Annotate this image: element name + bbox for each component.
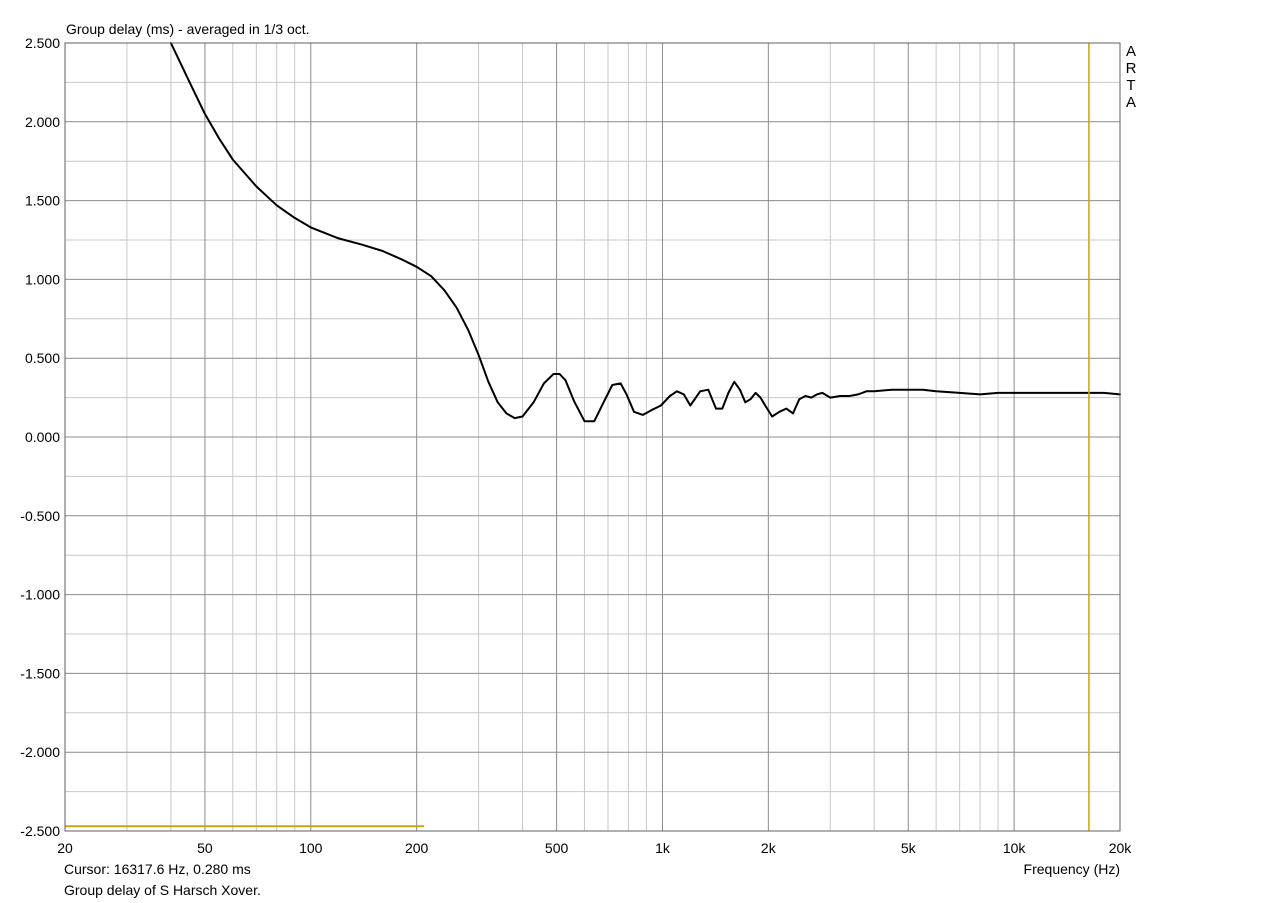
y-tick-labels: 2.500 2.000 1.500 1.000 0.500 0.000 -0.500 -1.0… <box>20 35 60 839</box>
y-tick-label: -0.500 <box>20 508 60 524</box>
y-tick-label: 2.500 <box>25 35 60 51</box>
x-tick-label: 50 <box>197 840 213 856</box>
x-tick-labels: 20 50 100 200 500 1k 2k 5k 10k 20k <box>57 840 1132 856</box>
x-tick-label: 1k <box>655 840 671 856</box>
x-tick-label: 20k <box>1109 840 1133 856</box>
x-tick-label: 100 <box>299 840 323 856</box>
y-tick-label: 0.500 <box>25 350 60 366</box>
cursor-layer[interactable] <box>65 43 1090 831</box>
logo-letter: R <box>1125 60 1137 77</box>
logo-letter: T <box>1126 77 1136 94</box>
plot-frame <box>64 42 1121 832</box>
arta-logo: A R T A <box>1125 43 1137 111</box>
x-tick-label: 10k <box>1003 840 1027 856</box>
series-layer <box>169 42 1121 423</box>
y-tick-label: -1.000 <box>20 587 60 603</box>
x-tick-label: 2k <box>761 840 777 856</box>
y-tick-label: 0.000 <box>25 429 60 445</box>
logo-letter: A <box>1125 43 1136 60</box>
cursor-readout: Cursor: 16317.6 Hz, 0.280 ms <box>64 861 251 877</box>
chart-title: Group delay (ms) - averaged in 1/3 oct. <box>66 21 310 37</box>
x-tick-label: 20 <box>57 840 73 856</box>
group-delay-line <box>169 42 1121 423</box>
x-tick-label: 5k <box>901 840 917 856</box>
y-tick-label: -2.000 <box>20 744 60 760</box>
logo-letter: A <box>1125 94 1136 111</box>
y-tick-label: -1.500 <box>20 665 60 681</box>
x-tick-label: 500 <box>545 840 569 856</box>
x-tick-label: 200 <box>405 840 429 856</box>
y-tick-label: 1.500 <box>25 193 60 209</box>
x-axis-label: Frequency (Hz) <box>1023 861 1120 877</box>
y-tick-label: -2.500 <box>20 823 60 839</box>
y-tick-label: 1.000 <box>25 271 60 287</box>
chart-caption: Group delay of S Harsch Xover. <box>64 882 261 898</box>
y-tick-label: 2.000 <box>25 114 60 130</box>
